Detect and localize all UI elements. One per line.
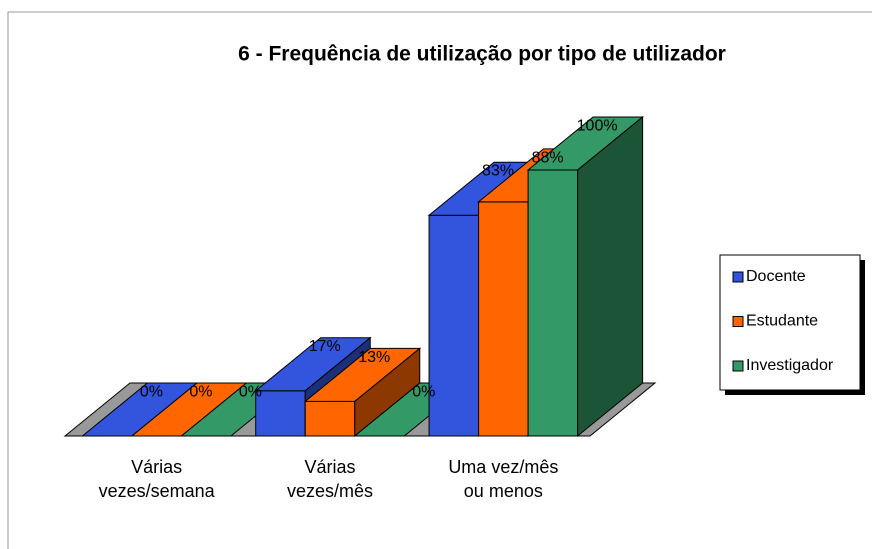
bar <box>526 115 645 438</box>
data-label: 0% <box>140 383 163 400</box>
bar-side <box>577 115 644 438</box>
frame <box>7 11 872 549</box>
x-tick-label: Várias vezes/mês <box>286 457 374 501</box>
legend-label: Estudante <box>746 313 818 330</box>
data-label: 17% <box>309 338 341 355</box>
legend-label: Investigador <box>746 357 834 374</box>
data-label: 0% <box>412 383 435 400</box>
legend-label: Docente <box>746 268 806 285</box>
data-label: 0% <box>239 383 262 400</box>
x-tick-label: Várias vezes/semana <box>98 457 215 501</box>
bar <box>303 347 422 438</box>
legend-swatch <box>732 316 744 327</box>
legend-swatch <box>732 360 744 372</box>
bar-front <box>527 169 579 437</box>
bar-front <box>304 400 356 437</box>
x-tick-label: Uma vez/mês ou menos <box>448 457 559 501</box>
bar-front <box>478 201 529 437</box>
data-label: 0% <box>189 383 212 400</box>
plot <box>63 115 657 438</box>
data-label: 88% <box>532 149 564 166</box>
data-label: 83% <box>482 163 514 180</box>
legend-swatch <box>732 271 744 283</box>
data-label: 13% <box>358 349 390 366</box>
chart-title: 6 - Frequência de utilização por tipo de… <box>238 43 726 66</box>
bar-front <box>428 214 480 437</box>
data-label: 100% <box>577 117 618 134</box>
bar-front <box>255 390 306 437</box>
